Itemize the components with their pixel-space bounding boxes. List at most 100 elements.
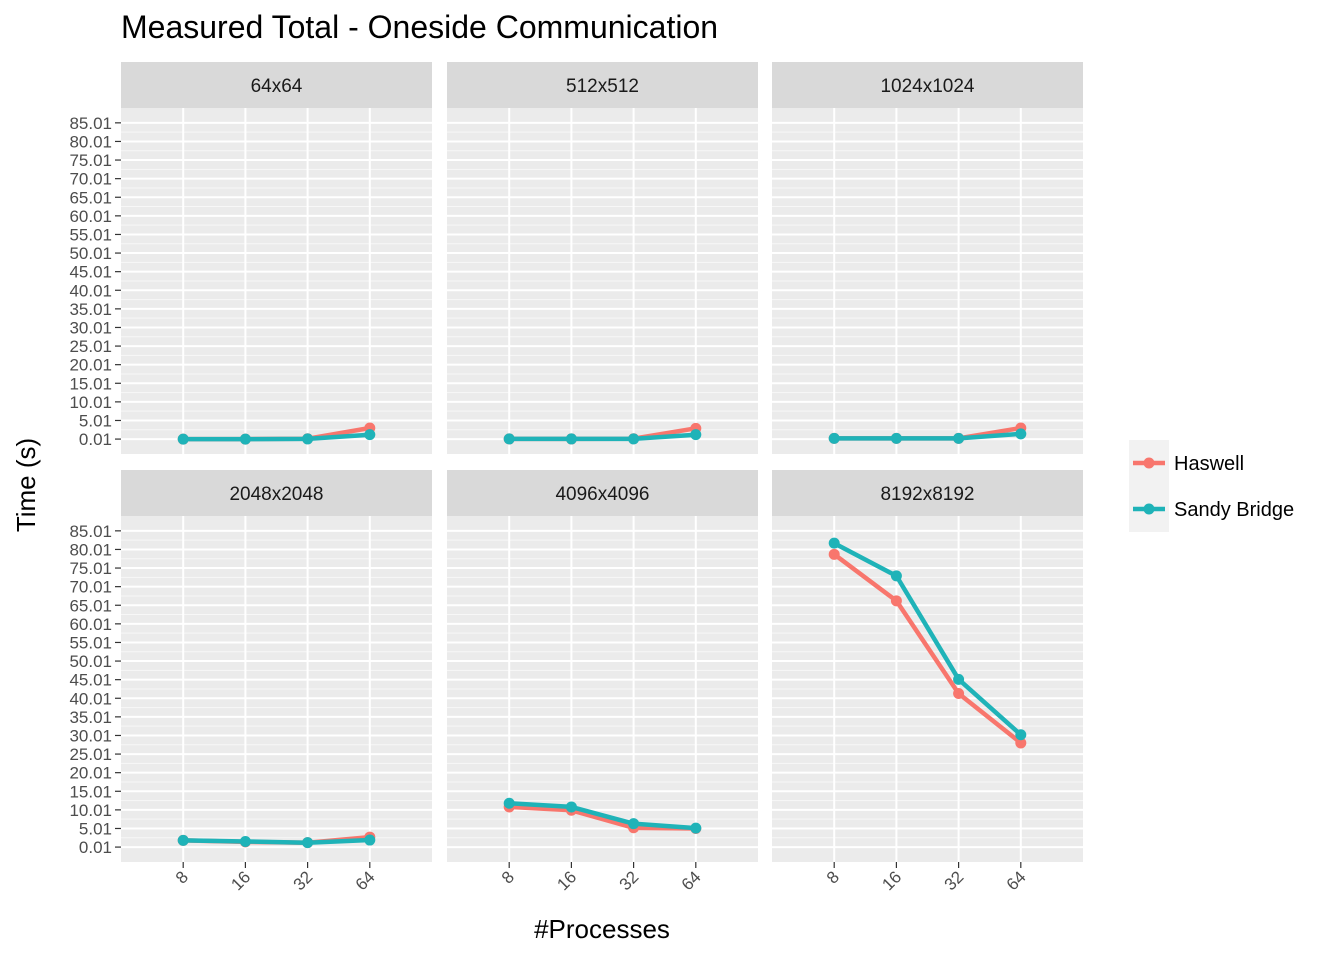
y-tick-label: 5.01 (79, 819, 112, 838)
facet-strip-label: 8192x8192 (880, 484, 974, 505)
x-tick-label: 16 (227, 867, 254, 894)
series-line-sandy-bridge (831, 540, 1024, 738)
y-tick-label: 15.01 (69, 782, 112, 801)
y-axes: 0.015.0110.0115.0120.0125.0130.0135.0140… (69, 114, 121, 857)
facet-strip (447, 470, 758, 516)
facet-strip (772, 470, 1083, 516)
facet-strip (447, 62, 758, 108)
y-tick-label: 75.01 (69, 151, 112, 170)
data-point (364, 834, 376, 846)
data-point (690, 822, 702, 834)
facet-strip-label: 4096x4096 (555, 484, 649, 505)
facet-strip (121, 470, 432, 516)
y-tick-label: 30.01 (69, 318, 112, 337)
data-point (628, 433, 640, 445)
x-tick-label: 8 (172, 867, 192, 887)
y-tick-label: 10.01 (69, 393, 112, 412)
data-point (628, 818, 640, 830)
y-tick-label: 65.01 (69, 596, 112, 615)
y-tick-label: 30.01 (69, 726, 112, 745)
y-tick-label: 60.01 (69, 615, 112, 634)
data-point (177, 834, 189, 846)
y-tick-label: 45.01 (69, 263, 112, 282)
data-point (690, 429, 702, 441)
x-tick-label: 16 (553, 867, 580, 894)
series-line-sandy-bridge (506, 432, 699, 442)
data-point (828, 537, 840, 549)
facet-strip-label: 512x512 (566, 76, 639, 97)
data-point (302, 433, 314, 445)
facet-strip-label: 1024x1024 (880, 76, 974, 97)
data-point (1015, 737, 1027, 749)
facet-panel-8192x8192: 8192x8192 (772, 470, 1083, 862)
x-tick-label: 32 (941, 867, 968, 894)
x-tick-label: 8 (823, 867, 843, 887)
y-tick-label: 0.01 (79, 838, 112, 857)
y-tick-label: 40.01 (69, 689, 112, 708)
y-tick-label: 0.01 (79, 430, 112, 449)
x-tick-label: 32 (616, 867, 643, 894)
y-tick-label: 65.01 (69, 188, 112, 207)
series-line-haswell (831, 552, 1024, 746)
y-tick-label: 20.01 (69, 356, 112, 375)
facet-strip-label: 2048x2048 (229, 484, 323, 505)
y-tick-label: 25.01 (69, 745, 112, 764)
legend-key-point (1143, 457, 1155, 469)
data-point (503, 433, 515, 445)
legend: Haswell Sandy Bridge (1129, 440, 1294, 532)
x-tick-label: 64 (352, 867, 379, 894)
legend-key-point (1143, 503, 1155, 515)
data-point (953, 673, 965, 685)
x-tick-label: 8 (498, 867, 518, 887)
y-tick-label: 5.01 (79, 411, 112, 430)
x-tick-label: 16 (878, 867, 905, 894)
x-tick-label: 64 (678, 867, 705, 894)
data-point (177, 433, 189, 445)
data-point (364, 429, 376, 441)
legend-label: Sandy Bridge (1174, 499, 1294, 521)
facet-panels: 64x64 512x512 1024x1024 2048x2048 4096x4096 8… (121, 62, 1083, 862)
y-tick-label: 85.01 (69, 522, 112, 541)
facet-strip-label: 64x64 (251, 76, 303, 97)
data-point (565, 801, 577, 813)
data-point (1015, 428, 1027, 440)
y-tick-label: 55.01 (69, 633, 112, 652)
y-tick-label: 80.01 (69, 132, 112, 151)
facet-panel-512x512: 512x512 (447, 62, 758, 454)
y-tick-label: 10.01 (69, 801, 112, 820)
y-tick-label: 60.01 (69, 207, 112, 226)
y-tick-label: 45.01 (69, 671, 112, 690)
data-point (503, 797, 515, 809)
data-point (890, 570, 902, 582)
data-point (239, 836, 251, 848)
legend-item-sandy-bridge: Sandy Bridge (1129, 486, 1294, 532)
series-line-sandy-bridge (180, 432, 373, 442)
facet-panel-2048x2048: 2048x2048 (121, 470, 432, 862)
data-point (828, 432, 840, 444)
x-axes: 8 16 32 64 8 16 32 64 8 16 32 64 (172, 862, 1030, 894)
x-tick-label: 32 (290, 867, 317, 894)
y-axis-title: Time (s) (11, 438, 41, 532)
data-point (890, 595, 902, 607)
chart-title: Measured Total - Oneside Communication (121, 9, 718, 45)
y-tick-label: 55.01 (69, 225, 112, 244)
y-tick-label: 70.01 (69, 170, 112, 189)
facet-strip (121, 62, 432, 108)
series-line-sandy-bridge (506, 800, 699, 831)
data-point (890, 432, 902, 444)
x-axis-title: #Processes (534, 914, 670, 944)
y-tick-label: 85.01 (69, 114, 112, 133)
y-tick-label: 35.01 (69, 708, 112, 727)
facet-panel-1024x1024: 1024x1024 (772, 62, 1083, 454)
y-tick-label: 50.01 (69, 244, 112, 263)
series-line-sandy-bridge (180, 837, 373, 845)
y-tick-label: 80.01 (69, 540, 112, 559)
legend-label: Haswell (1174, 453, 1244, 475)
facet-panel-64x64: 64x64 (121, 62, 432, 454)
x-tick-label: 64 (1003, 867, 1030, 894)
y-tick-label: 20.01 (69, 764, 112, 783)
y-tick-label: 75.01 (69, 559, 112, 578)
data-point (953, 432, 965, 444)
data-point (953, 687, 965, 699)
